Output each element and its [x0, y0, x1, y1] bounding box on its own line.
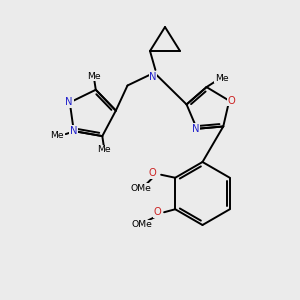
Text: OMe: OMe	[132, 220, 153, 230]
Text: N: N	[192, 124, 199, 134]
Text: Me: Me	[97, 145, 111, 154]
Text: Me: Me	[88, 72, 101, 81]
Text: N: N	[65, 98, 73, 107]
Text: OMe: OMe	[130, 184, 151, 193]
Text: N: N	[70, 126, 78, 136]
Text: Me: Me	[215, 74, 228, 82]
Text: N: N	[149, 71, 157, 82]
Text: O: O	[228, 96, 236, 106]
Text: Me: Me	[50, 131, 64, 140]
Text: O: O	[148, 168, 156, 178]
Text: O: O	[153, 207, 161, 217]
